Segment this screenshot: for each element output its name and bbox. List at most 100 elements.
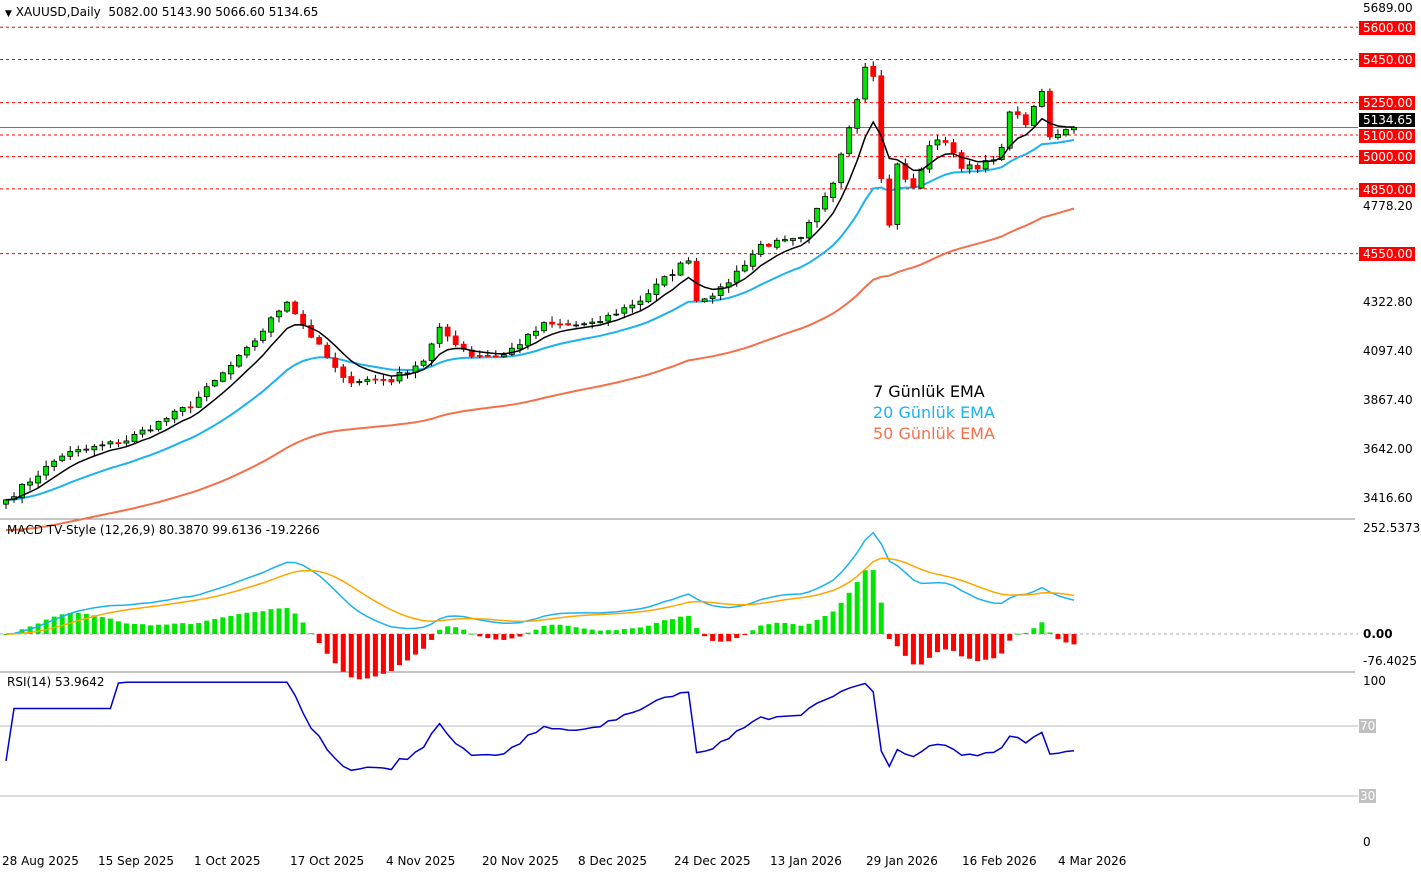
candle-up — [1063, 129, 1069, 136]
macd-histogram-bar — [742, 634, 748, 635]
candle-up — [613, 313, 620, 316]
macd-histogram-bar — [356, 634, 362, 680]
price-tick: 4097.40 — [1363, 344, 1413, 358]
macd-histogram-bar — [645, 625, 651, 634]
candle-up — [123, 440, 130, 444]
macd-histogram-bar — [533, 629, 539, 634]
candle-up — [605, 314, 612, 322]
candle-up — [637, 300, 644, 306]
date-label: 4 Nov 2025 — [386, 854, 456, 868]
macd-histogram-bar — [669, 619, 675, 634]
macd-histogram-bar — [396, 634, 402, 666]
candle-up — [773, 239, 780, 248]
macd-histogram-bar — [517, 634, 523, 637]
macd-histogram-bar — [541, 625, 547, 634]
macd-histogram-bar — [244, 612, 250, 634]
macd-histogram-bar — [43, 619, 49, 634]
price-tick: 3642.00 — [1363, 442, 1413, 456]
date-label: 28 Aug 2025 — [2, 854, 79, 868]
macd-histogram-bar — [220, 617, 226, 634]
macd-histogram-bar — [694, 628, 700, 634]
candle-up — [814, 207, 820, 223]
collapse-triangle-icon[interactable]: ▼ — [5, 9, 12, 19]
candle-up — [806, 221, 812, 239]
macd-histogram-bar — [260, 611, 266, 634]
candle-up — [43, 465, 50, 476]
macd-histogram-bar — [204, 620, 210, 634]
macd-histogram-bar — [83, 613, 89, 634]
macd-histogram-bar — [983, 634, 989, 660]
macd-histogram-bar — [686, 616, 692, 634]
macd-histogram-bar — [822, 615, 828, 634]
candle-up — [934, 139, 941, 146]
price-tick: 3867.40 — [1363, 393, 1413, 407]
candle-up — [621, 307, 628, 314]
macd-histogram-bar — [766, 624, 772, 634]
candle-down — [878, 75, 885, 179]
macd-histogram-bar — [509, 634, 515, 639]
macd-histogram-bar — [878, 602, 884, 634]
macd-histogram-bar — [140, 624, 146, 634]
macd-histogram-bar — [316, 634, 322, 644]
legend-ema7: 7 Günlük EMA — [873, 382, 985, 401]
macd-histogram-bar — [573, 627, 579, 634]
candle-up — [83, 448, 90, 451]
candle-down — [452, 335, 459, 346]
candle-down — [942, 140, 949, 143]
macd-histogram-bar — [1055, 634, 1061, 640]
candle-down — [340, 366, 347, 378]
macd-histogram-bar — [653, 622, 659, 634]
candle-up — [235, 354, 242, 367]
date-label: 1 Oct 2025 — [194, 854, 261, 868]
level-tag-4850: 4850.00 — [1359, 183, 1415, 197]
candle-up — [59, 455, 66, 461]
candle-up — [260, 330, 266, 341]
candle-up — [19, 483, 25, 499]
macd-histogram-bar — [613, 630, 619, 634]
macd-histogram-bar — [597, 630, 603, 634]
macd-histogram-bar — [926, 634, 932, 658]
macd-histogram-bar — [549, 624, 555, 634]
candle-up — [822, 196, 828, 210]
candle-down — [388, 379, 395, 383]
macd-histogram-bar — [678, 616, 684, 634]
candle-up — [163, 418, 170, 422]
macd-histogram-bar — [718, 634, 724, 642]
candle-down — [332, 357, 339, 368]
macd-histogram-bar — [35, 623, 41, 634]
candle-up — [581, 323, 588, 326]
macd-histogram-bar — [276, 608, 282, 634]
date-label: 4 Mar 2026 — [1058, 854, 1127, 868]
level-tag-5450: 5450.00 — [1359, 53, 1415, 67]
macd-histogram-bar — [621, 629, 627, 634]
macd-histogram-bar — [1007, 634, 1013, 641]
macd-histogram-bar — [846, 592, 852, 634]
candle-up — [966, 164, 973, 170]
price-tick: 4778.20 — [1363, 199, 1413, 213]
candle-up — [131, 434, 138, 443]
rsi-tick-100: 100 — [1363, 674, 1386, 688]
macd-histogram-bar — [300, 622, 306, 634]
macd-histogram-bar — [188, 624, 194, 634]
candle-up — [918, 168, 925, 189]
candle-up — [517, 344, 523, 350]
date-label: 20 Nov 2025 — [482, 854, 559, 868]
macd-histogram-bar — [332, 634, 338, 664]
ema7-line — [5, 117, 1075, 501]
macd-histogram-bar — [284, 608, 290, 634]
macd-histogram-bar — [943, 634, 949, 650]
candle-down — [902, 163, 909, 180]
symbol-header: ▼ XAUUSD,Daily 5082.00 5143.90 5066.60 5… — [5, 5, 318, 19]
candle-up — [428, 343, 435, 361]
rsi-tick-0: 0 — [1363, 835, 1371, 849]
candle-up — [717, 286, 724, 296]
candle-up — [27, 481, 33, 486]
candle-up — [629, 304, 636, 309]
macd-histogram-bar — [413, 634, 419, 655]
macd-histogram-bar — [380, 634, 386, 674]
candle-up — [1055, 134, 1061, 139]
macd-histogram-bar — [437, 629, 443, 634]
macd-histogram-bar — [750, 630, 756, 634]
